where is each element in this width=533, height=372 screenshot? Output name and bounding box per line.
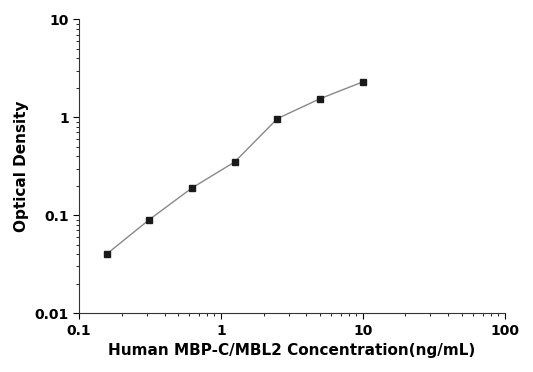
X-axis label: Human MBP-C/MBL2 Concentration(ng/mL): Human MBP-C/MBL2 Concentration(ng/mL) <box>108 343 475 358</box>
Y-axis label: Optical Density: Optical Density <box>14 100 29 232</box>
